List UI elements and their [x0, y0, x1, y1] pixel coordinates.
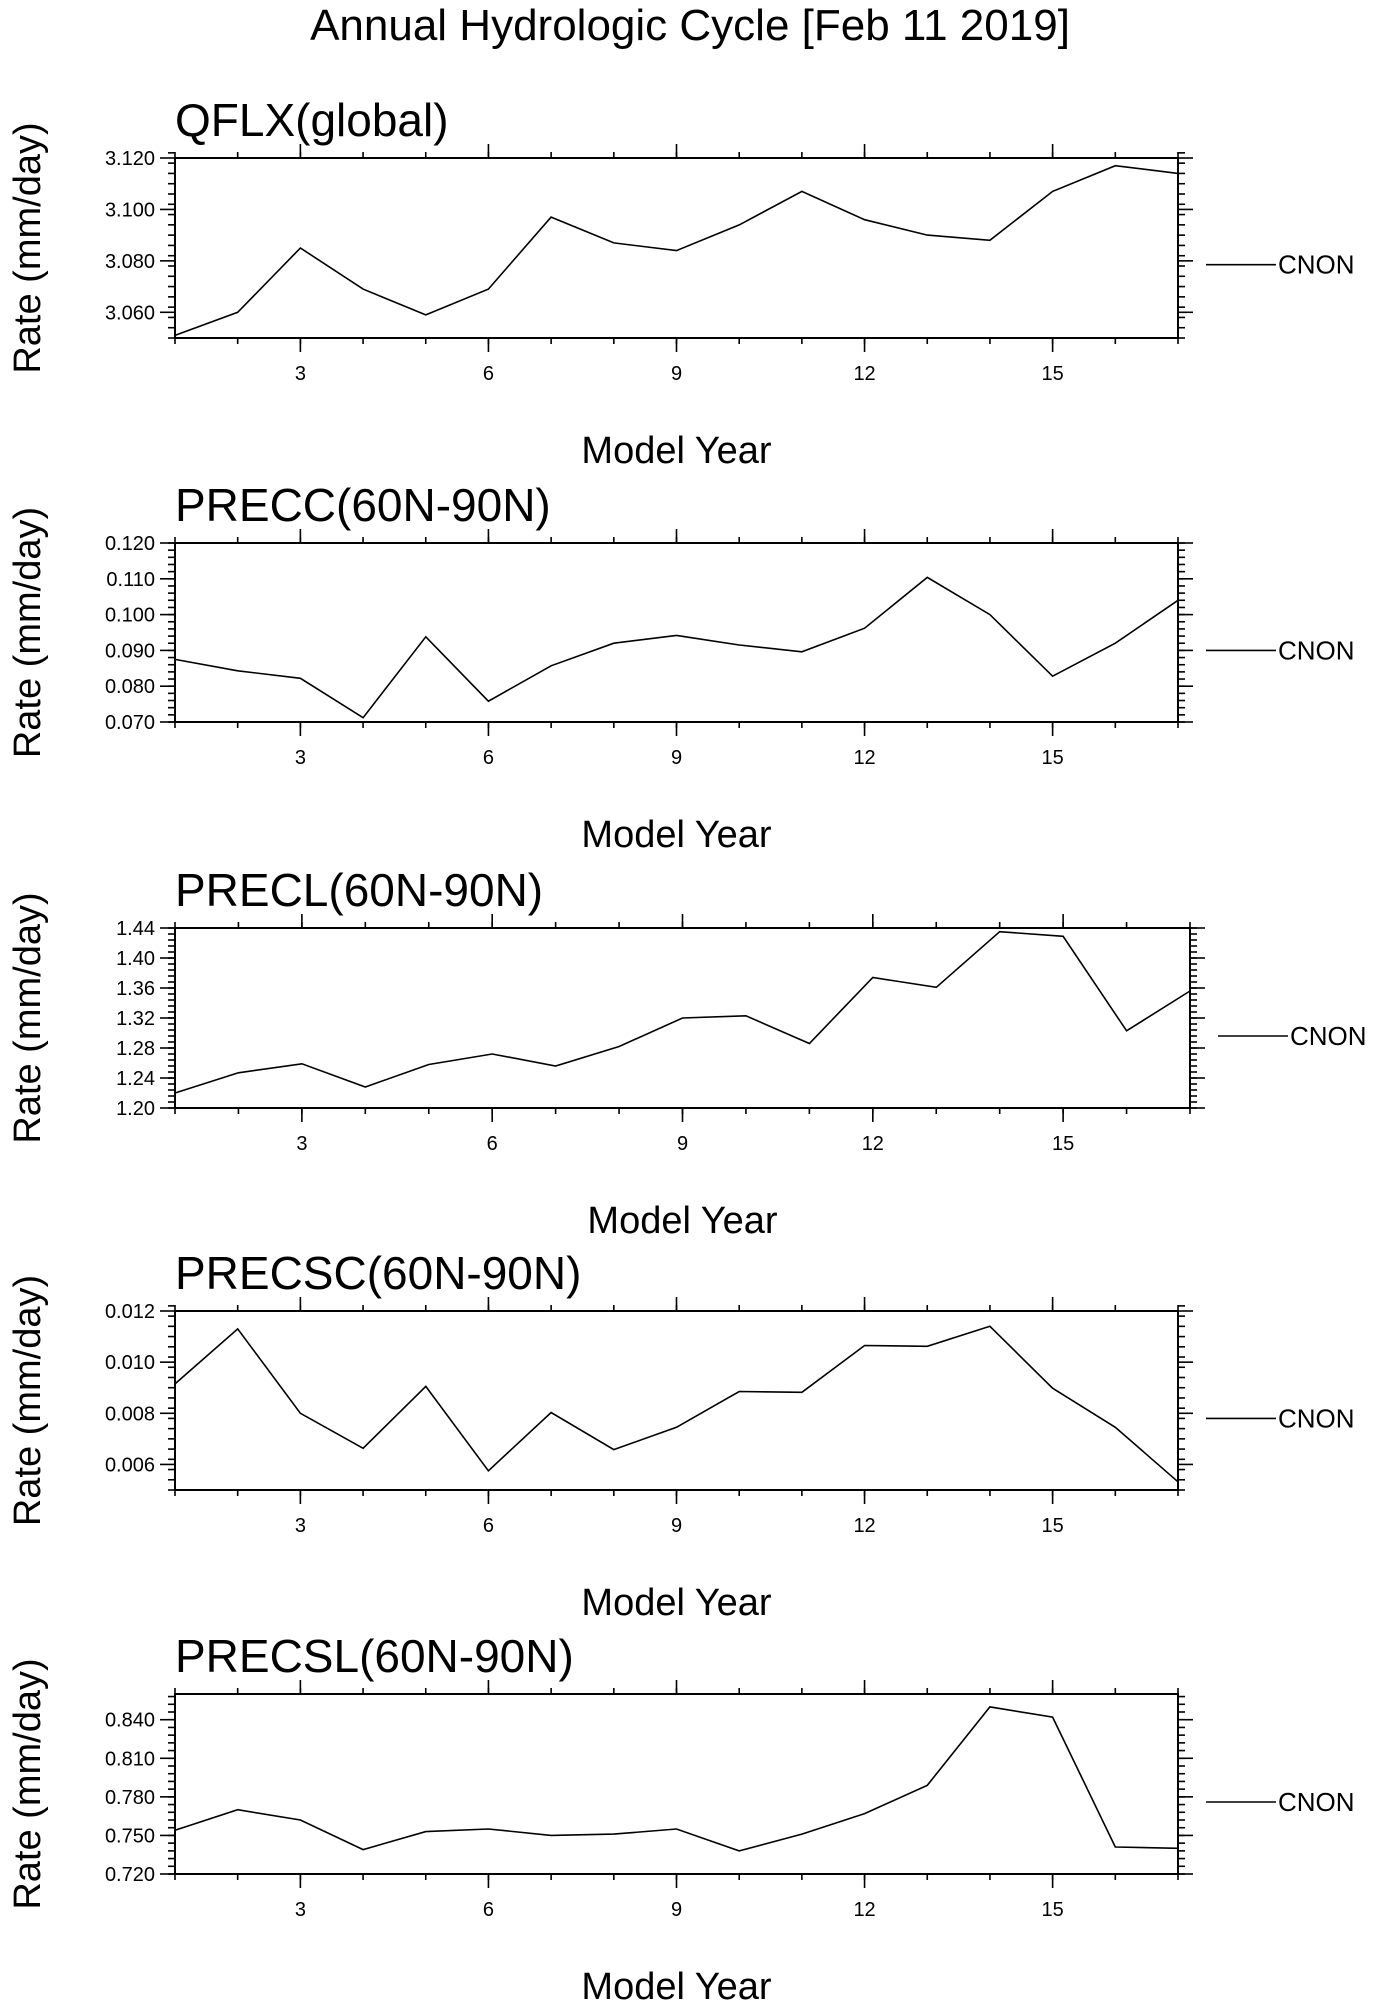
x-tick-label: 3 [295, 363, 306, 385]
y-axis-label: Rate (mm/day) [7, 892, 49, 1143]
panel-5: PRECSL(60N-90N) Rate (mm/day) Model Year 3 6… [7, 1630, 1355, 2000]
y-axis-label: Rate (mm/day) [7, 507, 49, 758]
y-tick-label: 0.110 [106, 569, 155, 591]
x-tick-label: 3 [296, 1133, 307, 1155]
x-tick-label: 3 [295, 1899, 306, 1921]
x-tick-label: 9 [671, 1515, 682, 1537]
y-tick-label: 0.780 [105, 1787, 155, 1809]
y-tick-label: 3.100 [105, 199, 155, 221]
y-tick-label: 0.006 [105, 1454, 155, 1476]
series-line-cnon [174, 164, 1179, 337]
series-line-cnon [174, 1325, 1179, 1483]
panel-2: PRECC(60N-90N) Rate (mm/day) Model Year 3 6 9… [7, 479, 1355, 856]
y-tick-label: 0.008 [105, 1403, 155, 1425]
x-tick-label: 6 [483, 1515, 494, 1537]
x-tick-label: 9 [677, 1133, 688, 1155]
y-tick-label: 0.810 [105, 1748, 155, 1770]
legend-label: CNON [1278, 635, 1355, 665]
y-tick-label: 0.090 [105, 640, 155, 662]
y-tick-label: 0.720 [105, 1864, 155, 1886]
y-tick-label: 3.060 [105, 302, 155, 324]
x-axis-label: Model Year [581, 430, 771, 472]
panel-title: QFLX(global) [175, 94, 449, 146]
x-tick-label: 15 [1042, 747, 1064, 769]
plot-frame [174, 157, 1179, 339]
x-tick-label: 15 [1052, 1133, 1074, 1155]
legend-label: CNON [1290, 1021, 1367, 1051]
y-tick-label: 0.750 [105, 1825, 155, 1847]
y-tick-label: 0.840 [105, 1710, 155, 1732]
x-tick-label: 3 [295, 747, 306, 769]
series-line-cnon [174, 930, 1191, 1094]
x-tick-label: 9 [671, 363, 682, 385]
x-tick-label: 15 [1042, 363, 1064, 385]
y-tick-label: 0.012 [105, 1301, 155, 1323]
y-tick-label: 1.24 [116, 1068, 155, 1090]
series-line-cnon [174, 1706, 1179, 1852]
y-tick-label: 1.36 [116, 978, 155, 1000]
x-tick-label: 12 [853, 363, 875, 385]
y-axis-label: Rate (mm/day) [7, 1275, 49, 1526]
y-tick-label: 0.120 [105, 533, 155, 555]
series-line-cnon [174, 576, 1179, 719]
y-tick-label: 0.010 [105, 1352, 155, 1374]
panel-title: PRECC(60N-90N) [175, 479, 551, 531]
x-tick-label: 12 [853, 1899, 875, 1921]
legend-label: CNON [1278, 250, 1355, 280]
x-tick-label: 12 [853, 1515, 875, 1537]
x-axis-label: Model Year [581, 814, 771, 856]
figure-title: Annual Hydrologic Cycle [Feb 11 2019] [310, 1, 1070, 50]
panel-1: QFLX(global) Rate (mm/day) Model Year 3 6 9 12… [7, 94, 1355, 472]
panels-container: QFLX(global) Rate (mm/day) Model Year 3 6 9 12… [7, 94, 1367, 2000]
panel-title: PRECSC(60N-90N) [175, 1247, 581, 1299]
y-tick-label: 3.120 [105, 148, 155, 170]
y-tick-label: 1.32 [116, 1008, 155, 1030]
x-axis-label: Model Year [587, 1200, 777, 1242]
y-tick-label: 0.080 [105, 676, 155, 698]
y-tick-label: 1.28 [116, 1038, 155, 1060]
x-tick-label: 9 [671, 747, 682, 769]
panel-title: PRECL(60N-90N) [175, 864, 543, 916]
x-tick-label: 15 [1042, 1899, 1064, 1921]
y-tick-label: 3.080 [105, 251, 155, 273]
x-tick-label: 3 [295, 1515, 306, 1537]
plot-frame [174, 1693, 1179, 1875]
y-tick-label: 0.100 [105, 605, 155, 627]
y-tick-label: 1.20 [116, 1098, 155, 1120]
panel-title: PRECSL(60N-90N) [175, 1630, 574, 1682]
plot-frame [174, 542, 1179, 723]
y-tick-label: 1.40 [116, 948, 155, 970]
legend-label: CNON [1278, 1787, 1355, 1817]
x-tick-label: 12 [853, 747, 875, 769]
legend-label: CNON [1278, 1403, 1355, 1433]
y-axis-label: Rate (mm/day) [7, 1658, 49, 1909]
x-tick-label: 15 [1042, 1515, 1064, 1537]
x-tick-label: 6 [487, 1133, 498, 1155]
x-axis-label: Model Year [581, 1966, 771, 2000]
y-axis-label: Rate (mm/day) [7, 122, 49, 373]
x-tick-label: 9 [671, 1899, 682, 1921]
x-tick-label: 6 [483, 363, 494, 385]
y-tick-label: 0.070 [105, 712, 155, 734]
x-tick-label: 6 [483, 1899, 494, 1921]
x-axis-label: Model Year [581, 1582, 771, 1624]
y-tick-label: 1.44 [116, 918, 155, 940]
x-tick-label: 6 [483, 747, 494, 769]
panel-3: PRECL(60N-90N) Rate (mm/day) Model Year 3 6 9… [7, 864, 1367, 1242]
plot-frame [174, 1310, 1179, 1491]
x-tick-label: 12 [862, 1133, 884, 1155]
panel-4: PRECSC(60N-90N) Rate (mm/day) Model Year 3 6… [7, 1247, 1355, 1624]
